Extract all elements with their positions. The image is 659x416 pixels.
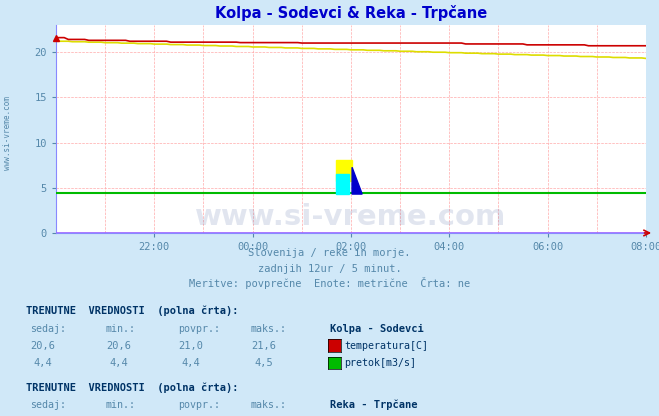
- Text: www.si-vreme.com: www.si-vreme.com: [195, 203, 507, 231]
- Text: temperatura[C]: temperatura[C]: [344, 341, 428, 351]
- Text: 20,6: 20,6: [106, 341, 131, 351]
- Bar: [335, 174, 349, 194]
- Polygon shape: [352, 167, 362, 194]
- Text: 4,4: 4,4: [109, 359, 128, 369]
- Text: sedaj:: sedaj:: [30, 400, 66, 410]
- Text: 21,6: 21,6: [251, 341, 276, 351]
- Text: povpr.:: povpr.:: [178, 324, 220, 334]
- Text: maks.:: maks.:: [250, 324, 287, 334]
- Text: pretok[m3/s]: pretok[m3/s]: [344, 359, 416, 369]
- Title: Kolpa - Sodevci & Reka - Trpčane: Kolpa - Sodevci & Reka - Trpčane: [215, 5, 487, 21]
- Text: TRENUTNE  VREDNOSTI  (polna črta):: TRENUTNE VREDNOSTI (polna črta):: [26, 382, 239, 393]
- Text: Slovenija / reke in morje.: Slovenija / reke in morje.: [248, 248, 411, 258]
- Text: zadnjih 12ur / 5 minut.: zadnjih 12ur / 5 minut.: [258, 264, 401, 274]
- Text: maks.:: maks.:: [250, 400, 287, 410]
- Text: Meritve: povprečne  Enote: metrične  Črta: ne: Meritve: povprečne Enote: metrične Črta:…: [189, 277, 470, 290]
- Text: 21,0: 21,0: [179, 341, 204, 351]
- Text: 4,4: 4,4: [34, 359, 52, 369]
- Text: min.:: min.:: [105, 324, 136, 334]
- Bar: [335, 160, 352, 181]
- Text: min.:: min.:: [105, 400, 136, 410]
- Text: sedaj:: sedaj:: [30, 324, 66, 334]
- Text: povpr.:: povpr.:: [178, 400, 220, 410]
- Text: TRENUTNE  VREDNOSTI  (polna črta):: TRENUTNE VREDNOSTI (polna črta):: [26, 306, 239, 316]
- Text: www.si-vreme.com: www.si-vreme.com: [3, 96, 13, 170]
- Text: 4,4: 4,4: [182, 359, 200, 369]
- Text: 4,5: 4,5: [254, 359, 273, 369]
- Text: Reka - Trpčane: Reka - Trpčane: [330, 400, 417, 410]
- Text: Kolpa - Sodevci: Kolpa - Sodevci: [330, 324, 423, 334]
- Text: 20,6: 20,6: [30, 341, 55, 351]
